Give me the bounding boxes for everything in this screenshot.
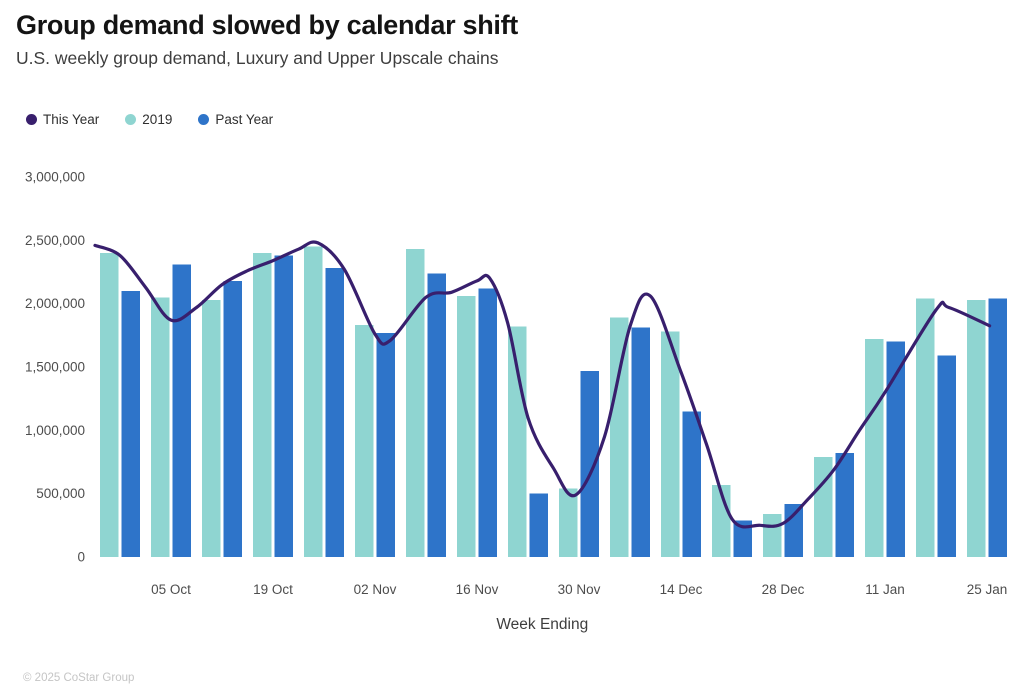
x-axis-tick-label: 11 Jan [865,582,905,597]
chart-title: Group demand slowed by calendar shift [16,10,518,40]
bar-past-year-week6 [427,273,446,557]
bar-2019-week2 [202,299,221,557]
x-axis-tick-label: 25 Jan [967,582,1008,597]
y-axis-tick-label: 500,000 [36,486,85,501]
this-year-line [93,240,992,529]
x-axis-tick-label: 30 Nov [558,582,601,597]
x-axis-tick-label: 14 Dec [660,582,703,597]
bar-past-year-week10 [631,327,650,557]
bar-2019-week15 [865,339,884,557]
bar-past-year-week12 [733,520,752,557]
bar-2019-week3 [253,253,272,557]
bar-2019-week10 [610,317,629,557]
bar-2019-week13 [763,513,782,557]
bar-past-year-week0 [121,291,140,557]
bar-2019-week8 [508,326,527,557]
legend-dot-this-year-icon [26,114,37,125]
bar-past-year-week4 [325,268,344,557]
y-axis-tick-label: 0 [77,550,85,565]
y-axis-tick-label: 1,000,000 [25,423,85,438]
y-axis-tick-label: 2,000,000 [25,296,85,311]
bar-past-year-week17 [988,298,1007,557]
copyright-footer: © 2025 CoStar Group [23,672,135,684]
bar-2019-week9 [559,488,578,557]
bar-2019-week1 [151,297,170,557]
bar-past-year-week11 [682,411,701,557]
bar-2019-week17 [967,299,986,557]
x-axis-tick-label: 02 Nov [354,582,397,597]
legend-dot-2019-icon [125,114,137,125]
bar-2019-week5 [355,325,374,557]
x-axis-title: Week Ending [496,616,588,633]
bar-2019-week11 [661,331,680,557]
bar-2019-week7 [457,296,476,557]
bar-past-year-week3 [274,255,293,557]
bar-past-year-week8 [529,493,548,557]
bar-past-year-week13 [784,503,803,557]
legend-label-2019: 2019 [142,112,173,127]
bar-past-year-week7 [478,288,497,557]
y-axis-tick-label: 3,000,000 [25,170,85,185]
bar-past-year-week2 [223,280,242,557]
bar-past-year-week9 [580,370,599,557]
legend-item-2019: 2019 [125,112,172,127]
bar-past-year-week15 [886,341,905,557]
legend: This Year 2019 Past Year [26,112,273,127]
legend-item-past-year: Past Year [198,112,273,127]
legend-label-past-year: Past Year [215,112,274,127]
bar-2019-week14 [814,456,833,557]
legend-dot-past-year-icon [198,114,210,125]
legend-item-this-year: This Year [26,112,99,127]
legend-label-this-year: This Year [43,112,100,127]
chart-subtitle: U.S. weekly group demand, Luxury and Upp… [16,48,499,68]
x-axis-tick-label: 05 Oct [151,582,191,597]
y-axis-tick-label: 2,500,000 [25,233,85,248]
x-axis-tick-label: 16 Nov [456,582,499,597]
x-axis-tick-label: 19 Oct [253,582,293,597]
bar-past-year-week5 [376,332,395,557]
bar-past-year-week1 [172,264,191,557]
bar-2019-week16 [916,298,935,557]
bar-2019-week6 [406,249,425,557]
bar-past-year-week16 [937,355,956,557]
x-axis-tick-label: 28 Dec [762,582,805,597]
bar-2019-week4 [304,246,323,557]
bar-past-year-week14 [835,453,854,557]
y-axis-tick-label: 1,500,000 [25,360,85,375]
bar-2019-week0 [100,253,119,557]
